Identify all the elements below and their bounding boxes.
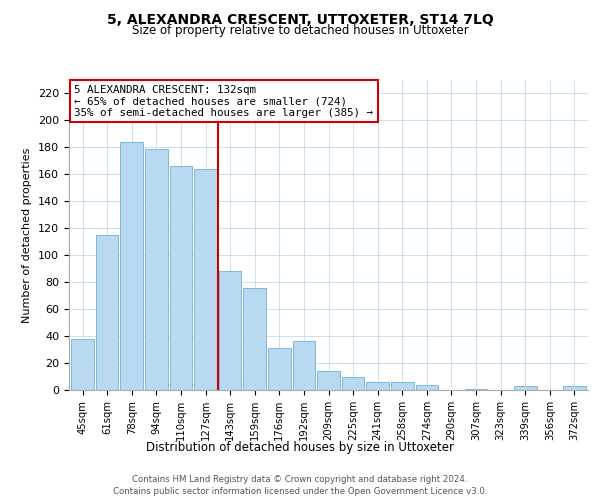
Bar [244, 288, 266, 390]
Bar [317, 371, 340, 390]
Bar [194, 169, 217, 390]
Bar [391, 382, 413, 390]
Bar [465, 388, 487, 390]
Text: Contains HM Land Registry data © Crown copyright and database right 2024.: Contains HM Land Registry data © Crown c… [132, 476, 468, 484]
Bar [219, 272, 241, 390]
Text: Contains public sector information licensed under the Open Government Licence v3: Contains public sector information licen… [113, 486, 487, 496]
Bar [170, 166, 192, 390]
Bar [514, 386, 536, 390]
Bar [71, 339, 94, 390]
Bar [416, 384, 438, 390]
Bar [121, 142, 143, 390]
Bar [342, 376, 364, 390]
Bar [367, 382, 389, 390]
Text: 5, ALEXANDRA CRESCENT, UTTOXETER, ST14 7LQ: 5, ALEXANDRA CRESCENT, UTTOXETER, ST14 7… [107, 12, 493, 26]
Y-axis label: Number of detached properties: Number of detached properties [22, 148, 32, 322]
Bar [96, 235, 118, 390]
Text: Size of property relative to detached houses in Uttoxeter: Size of property relative to detached ho… [131, 24, 469, 37]
Bar [268, 348, 290, 390]
Bar [145, 148, 167, 390]
Bar [563, 386, 586, 390]
Text: Distribution of detached houses by size in Uttoxeter: Distribution of detached houses by size … [146, 441, 454, 454]
Text: 5 ALEXANDRA CRESCENT: 132sqm
← 65% of detached houses are smaller (724)
35% of s: 5 ALEXANDRA CRESCENT: 132sqm ← 65% of de… [74, 84, 373, 118]
Bar [293, 342, 315, 390]
